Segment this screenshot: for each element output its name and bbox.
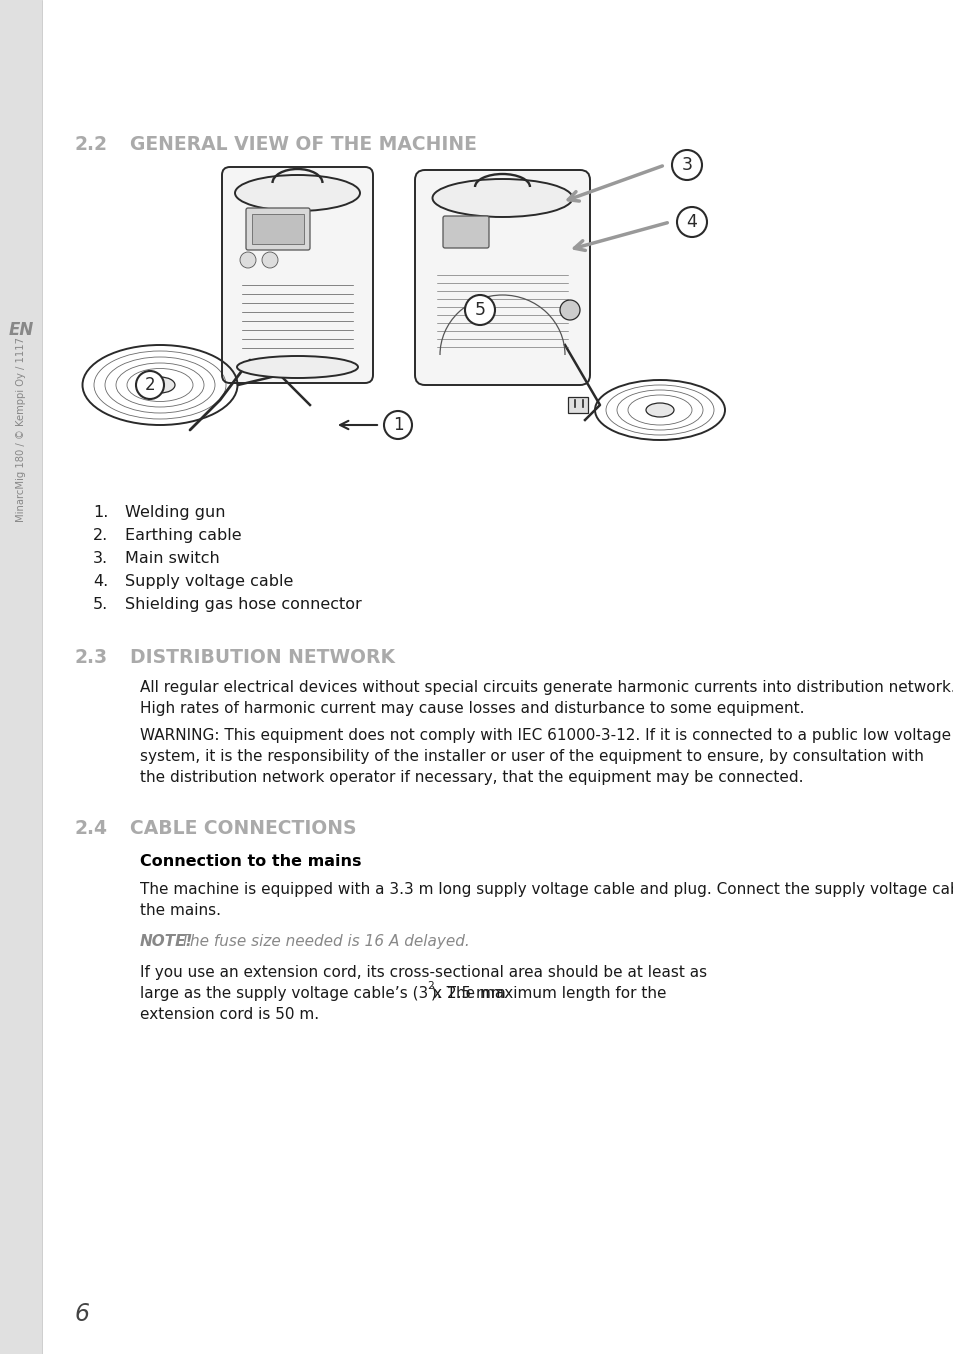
Text: ). The maximum length for the: ). The maximum length for the — [431, 986, 666, 1001]
Text: 4.: 4. — [92, 574, 108, 589]
Text: 3.: 3. — [92, 551, 108, 566]
Text: Connection to the mains: Connection to the mains — [140, 854, 361, 869]
Text: WARNING: This equipment does not comply with IEC 61000-3-12. If it is connected : WARNING: This equipment does not comply … — [140, 728, 950, 743]
Text: Main switch: Main switch — [125, 551, 219, 566]
Bar — [252, 214, 304, 244]
Ellipse shape — [234, 175, 359, 211]
Text: The fuse size needed is 16 A delayed.: The fuse size needed is 16 A delayed. — [172, 934, 469, 949]
Text: If you use an extension cord, its cross-sectional area should be at least as: If you use an extension cord, its cross-… — [140, 965, 706, 980]
Text: Supply voltage cable: Supply voltage cable — [125, 574, 294, 589]
FancyBboxPatch shape — [246, 209, 310, 250]
Circle shape — [240, 252, 255, 268]
Text: Earthing cable: Earthing cable — [125, 528, 241, 543]
Text: the mains.: the mains. — [140, 903, 221, 918]
Text: 1.: 1. — [92, 505, 109, 520]
Text: 2: 2 — [427, 982, 434, 991]
Text: DISTRIBUTION NETWORK: DISTRIBUTION NETWORK — [130, 649, 395, 668]
FancyBboxPatch shape — [442, 217, 489, 248]
FancyBboxPatch shape — [415, 171, 589, 385]
Text: 5.: 5. — [92, 597, 108, 612]
Text: CABLE CONNECTIONS: CABLE CONNECTIONS — [130, 819, 356, 838]
Text: 2.4: 2.4 — [75, 819, 108, 838]
Circle shape — [262, 252, 277, 268]
Text: large as the supply voltage cable’s (3 x 2.5 mm: large as the supply voltage cable’s (3 x… — [140, 986, 505, 1001]
Text: GENERAL VIEW OF THE MACHINE: GENERAL VIEW OF THE MACHINE — [130, 135, 476, 154]
Text: 2.2: 2.2 — [75, 135, 108, 154]
Text: MinarcMig 180 / © Kemppi Oy / 1117: MinarcMig 180 / © Kemppi Oy / 1117 — [16, 337, 26, 523]
Ellipse shape — [236, 356, 357, 378]
Circle shape — [559, 301, 579, 320]
Text: Welding gun: Welding gun — [125, 505, 225, 520]
Circle shape — [671, 150, 701, 180]
Bar — [567, 397, 587, 413]
Text: 2: 2 — [145, 376, 155, 394]
Circle shape — [384, 412, 412, 439]
Ellipse shape — [645, 403, 673, 417]
Text: EN: EN — [9, 321, 33, 338]
Text: NOTE!: NOTE! — [140, 934, 193, 949]
Text: High rates of harmonic current may cause losses and disturbance to some equipmen: High rates of harmonic current may cause… — [140, 701, 803, 716]
Text: 4: 4 — [686, 213, 697, 232]
Text: Shielding gas hose connector: Shielding gas hose connector — [125, 597, 361, 612]
Text: The machine is equipped with a 3.3 m long supply voltage cable and plug. Connect: The machine is equipped with a 3.3 m lon… — [140, 881, 953, 896]
Circle shape — [136, 371, 164, 399]
FancyBboxPatch shape — [222, 167, 373, 383]
Text: system, it is the responsibility of the installer or user of the equipment to en: system, it is the responsibility of the … — [140, 749, 923, 764]
Bar — [0, 0, 42, 1354]
Text: 3: 3 — [680, 156, 692, 175]
Text: All regular electrical devices without special circuits generate harmonic curren: All regular electrical devices without s… — [140, 680, 953, 695]
Text: the distribution network operator if necessary, that the equipment may be connec: the distribution network operator if nec… — [140, 770, 802, 785]
Circle shape — [464, 295, 495, 325]
Text: 2.3: 2.3 — [75, 649, 108, 668]
Text: 6: 6 — [75, 1303, 90, 1326]
Circle shape — [677, 207, 706, 237]
Ellipse shape — [432, 179, 572, 217]
Text: 1: 1 — [393, 416, 403, 435]
Ellipse shape — [145, 376, 174, 393]
Text: extension cord is 50 m.: extension cord is 50 m. — [140, 1007, 319, 1022]
Text: 2.: 2. — [92, 528, 108, 543]
Text: 5: 5 — [474, 301, 485, 320]
